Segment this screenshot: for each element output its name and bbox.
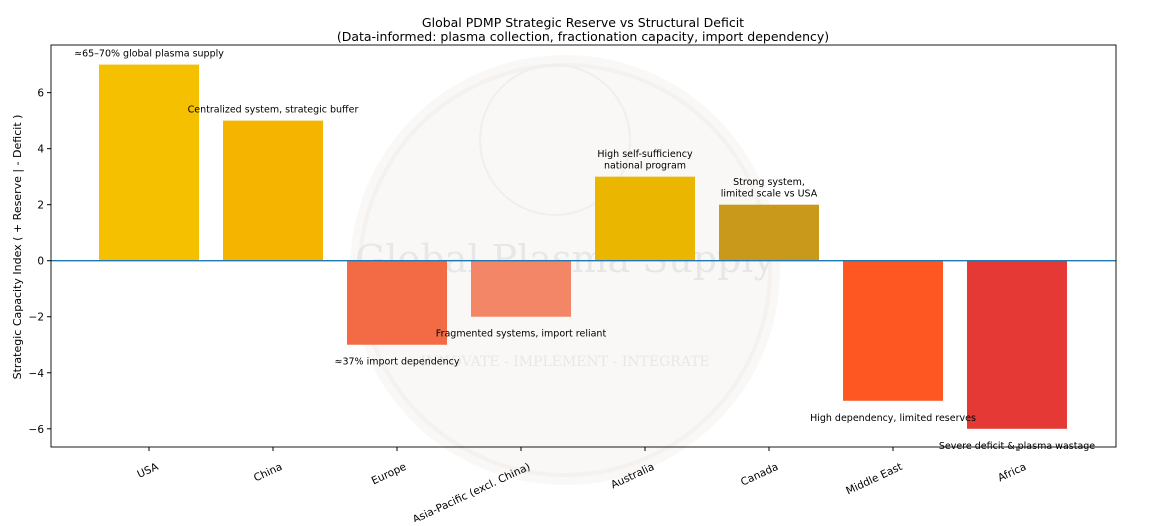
y-tick-label: −2 bbox=[29, 312, 44, 324]
x-tick-label: Canada bbox=[739, 461, 780, 489]
chart-title: Global PDMP Strategic Reserve vs Structu… bbox=[422, 15, 744, 30]
watermark-tagline: INNOVATE - IMPLEMENT - INTEGRATE bbox=[420, 354, 710, 370]
bar-asia-pacific-excl-china- bbox=[471, 260, 571, 317]
data-label: High self-sufficiency bbox=[597, 149, 693, 160]
bar-usa bbox=[99, 64, 199, 261]
bar-africa bbox=[967, 260, 1067, 429]
x-tick-label: Europe bbox=[370, 461, 409, 487]
data-label: national program bbox=[604, 161, 686, 172]
y-tick-label: 4 bbox=[37, 144, 44, 156]
data-label: ≈65–70% global plasma supply bbox=[74, 49, 224, 60]
y-tick-label: −4 bbox=[29, 368, 45, 380]
data-label: Centralized system, strategic buffer bbox=[188, 105, 359, 116]
chart-subtitle: (Data-informed: plasma collection, fract… bbox=[337, 29, 829, 44]
y-tick-label: 0 bbox=[37, 256, 44, 268]
data-label: Fragmented systems, import reliant bbox=[436, 329, 607, 340]
bar-middle-east bbox=[843, 260, 943, 401]
y-tick-label: −6 bbox=[29, 424, 45, 436]
y-axis-label: Strategic Capacity Index ( + Reserve | -… bbox=[11, 115, 24, 380]
y-tick-label: 2 bbox=[37, 200, 44, 212]
data-label: Severe deficit & plasma wastage bbox=[939, 441, 1095, 452]
x-tick-label: China bbox=[252, 461, 284, 485]
x-tick-label: Asia-Pacific (excl. China) bbox=[411, 461, 532, 522]
plot-frame bbox=[50, 44, 1117, 448]
bar-canada bbox=[719, 204, 819, 261]
bar-australia bbox=[595, 176, 695, 261]
bar-china bbox=[223, 120, 323, 261]
data-label: limited scale vs USA bbox=[721, 189, 818, 200]
x-tick-label: Middle East bbox=[844, 461, 904, 498]
data-label: Strong system, bbox=[733, 177, 805, 188]
x-tick-label: Africa bbox=[996, 461, 1028, 485]
data-label: ≈37% import dependency bbox=[335, 357, 460, 368]
data-label: High dependency, limited reserves bbox=[810, 413, 976, 424]
y-tick-label: 6 bbox=[37, 88, 44, 100]
x-tick-label: USA bbox=[135, 461, 161, 481]
bar-europe bbox=[347, 260, 447, 345]
